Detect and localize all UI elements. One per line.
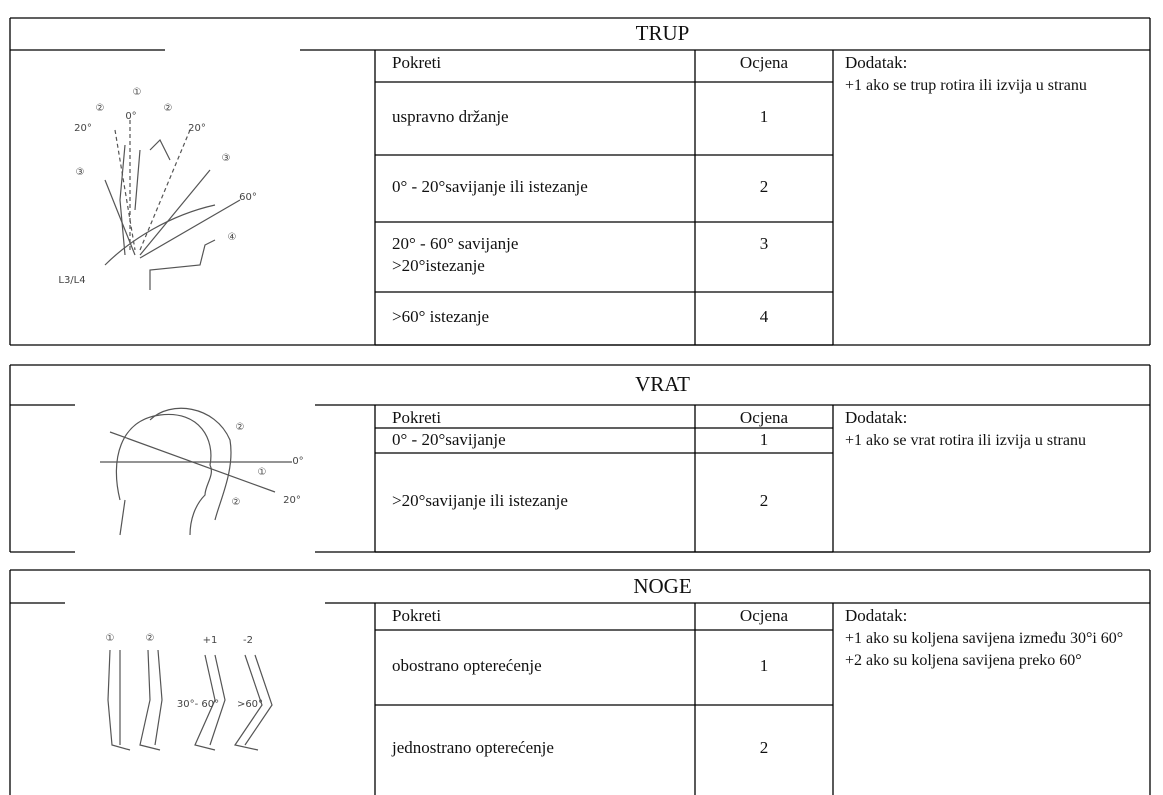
figure-label: 60° (239, 192, 257, 203)
figure-label: L3/L4 (58, 275, 85, 286)
section-title: TRUP (635, 21, 690, 45)
figure-label: 0° (125, 111, 136, 122)
cell-score: 3 (759, 234, 769, 253)
figure-stroke (109, 431, 276, 493)
cell-score: 1 (759, 655, 769, 675)
figure-stroke (139, 129, 191, 251)
figure-stroke (149, 407, 232, 521)
figure-label: >60° (237, 699, 263, 710)
section-title: VRAT (635, 372, 690, 396)
column-header: Pokreti (392, 606, 442, 625)
cell-movement: >60° istezanje (392, 306, 490, 326)
figure-label: ② (146, 633, 155, 644)
figure-label: 20° (188, 123, 206, 134)
figure-stroke (149, 239, 216, 290)
figure-stroke (154, 649, 163, 746)
column-header: Dodatak: (845, 408, 908, 427)
figure-label: 20° (74, 123, 92, 134)
cell-movement: uspravno držanje (392, 106, 509, 126)
cell-score: 1 (759, 430, 769, 449)
figure-label: +1 (203, 635, 218, 646)
cell-movement: obostrano opterećenje (392, 655, 542, 675)
figure-stroke (107, 649, 131, 751)
figure-stroke (149, 138, 171, 161)
column-header: Dodatak: (845, 53, 908, 72)
cell-movement: 20° - 60° savijanje >20°istezanje (392, 234, 519, 275)
cell-movement: >20°savijanje ili istezanje (392, 490, 568, 510)
figure-stroke (104, 204, 216, 266)
figure-stroke (119, 499, 126, 536)
figure-stroke (234, 654, 263, 751)
figure-label: ③ (222, 153, 231, 164)
figure-stroke (139, 649, 161, 751)
figure-label: ① (258, 467, 267, 478)
cell-score: 2 (759, 490, 769, 510)
column-header: Pokreti (392, 53, 442, 72)
figure-label: ② (164, 103, 173, 114)
figure-label: 0° (292, 456, 303, 467)
column-header: Dodatak: (845, 606, 908, 625)
cell-score: 4 (759, 306, 769, 326)
figure-label: ② (96, 103, 105, 114)
figure-label: -2 (243, 635, 253, 646)
figure-stroke (115, 413, 212, 536)
figure-label: ④ (228, 232, 237, 243)
column-header: Ocjena (739, 408, 789, 427)
figure-label: ① (106, 633, 115, 644)
figure-label: ① (133, 87, 142, 98)
figure-label: 30°- 60° (177, 699, 219, 710)
figure-stroke (134, 149, 141, 211)
figure-stroke (194, 654, 216, 751)
figure-stroke (209, 654, 226, 746)
figure-stroke (139, 169, 211, 256)
cell-note: +2 ako su koljena savijena preko 60° (845, 652, 1082, 669)
cell-movement: 0° - 20°savijanje ili istezanje (392, 176, 588, 196)
cell-score: 1 (759, 106, 769, 126)
column-header: Pokreti (392, 408, 442, 427)
figure-label: ② (232, 497, 241, 508)
figure-stroke (244, 654, 273, 746)
figure-label: 20° (283, 495, 301, 506)
figure-stroke (114, 129, 136, 251)
cell-note: +1 ako su koljena savijena između 30°i 6… (845, 630, 1124, 647)
figure-stroke (139, 199, 241, 259)
cell-score: 2 (759, 738, 769, 757)
column-header: Ocjena (739, 606, 789, 625)
column-header: Ocjena (739, 53, 789, 72)
figure-label: ③ (76, 167, 85, 178)
cell-score: 2 (759, 176, 769, 196)
figure-stroke (119, 144, 126, 256)
figure-label: ② (236, 422, 245, 433)
cell-movement: 0° - 20°savijanje (392, 430, 506, 449)
cell-movement: jednostrano opterećenje (392, 738, 554, 757)
section-title: NOGE (633, 573, 692, 598)
figure-stroke (104, 179, 136, 256)
cell-note: +1 ako se trup rotira ili izvija u stran… (845, 77, 1087, 94)
cell-note: +1 ako se vrat rotira ili izvija u stran… (845, 432, 1086, 449)
